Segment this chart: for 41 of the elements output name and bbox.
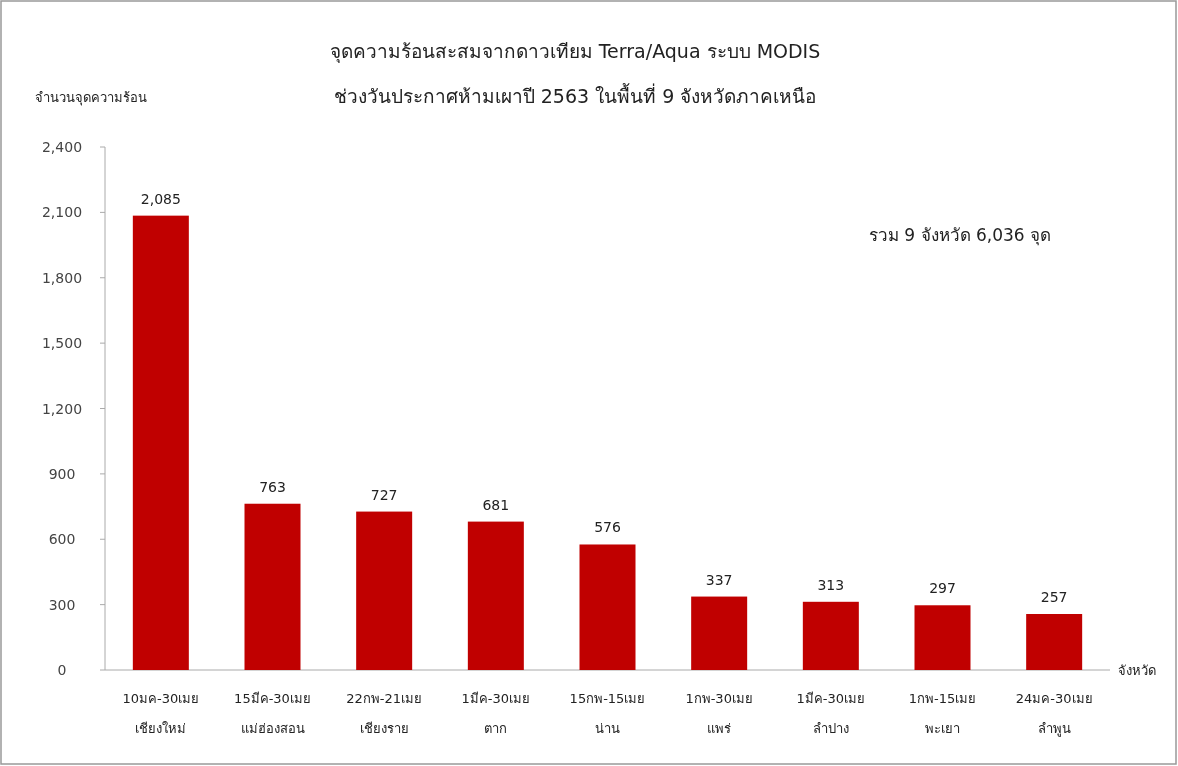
data-label: 727 <box>370 486 398 503</box>
data-label: 257 <box>1040 589 1068 605</box>
y-tick-label: 2,100 <box>41 204 83 221</box>
bar <box>691 596 748 670</box>
x-tick-label: 1กพ-30เมย แพร่ <box>685 691 753 736</box>
x-tick-label: 10มค-30เมย เชียงใหม่ <box>122 691 200 736</box>
data-label: 313 <box>817 576 845 593</box>
x-tick-label: 15กพ-15เมย น่าน <box>569 691 646 736</box>
bar <box>467 521 524 670</box>
y-tick-label: 1,200 <box>41 400 83 417</box>
data-label: 576 <box>594 519 621 536</box>
y-tick-label: 0 <box>57 662 67 678</box>
x-tick-label: 24มค-30เมย ลำพูน <box>1015 691 1093 737</box>
bar <box>914 605 971 670</box>
x-tick-label: 1มีค-30เมย ตาก <box>461 691 531 736</box>
y-tick-label: 600 <box>48 531 76 548</box>
x-tick-label: 1มีค-30เมย ลำปาง <box>796 691 866 736</box>
y-tick-label: 1,500 <box>41 335 83 352</box>
chart-title: จุดความร้อนสะสมจากดาวเทียม Terra/Aqua ระบบ MODIS <box>329 40 821 64</box>
chart-subtitle: ช่วงวันประกาศห้ามเผาปี 2563 ในพื้นที่ 9 จังหวัดภาคเหนือ <box>333 83 817 107</box>
y-axis-title: จำนวนจุดความร้อน <box>35 90 147 106</box>
y-tick-label: 300 <box>48 596 76 613</box>
data-label: 337 <box>705 571 733 588</box>
data-label: 681 <box>482 496 510 513</box>
annotation: รวม 9 จังหวัด 6,036 จุด <box>868 225 1052 246</box>
bar <box>244 503 301 670</box>
data-label: 2,085 <box>140 190 181 207</box>
bar <box>1026 614 1083 670</box>
y-tick-label: 900 <box>48 465 76 482</box>
y-tick-label: 2,400 <box>41 139 83 155</box>
bar <box>356 511 413 670</box>
data-label: 297 <box>929 580 956 597</box>
y-tick-label: 1,800 <box>41 269 83 286</box>
data-label: 763 <box>259 478 286 495</box>
x-tick-label: 15มีค-30เมย แม่ฮ่องสอน <box>234 691 311 736</box>
bar <box>132 215 189 670</box>
x-tick-label: 1กพ-15เมย พะเยา <box>908 691 977 736</box>
x-axis-title: จังหวัด <box>1118 663 1156 678</box>
bar <box>579 544 636 670</box>
x-tick-label: 22กพ-21เมย เชียงราย <box>346 691 423 736</box>
bar <box>802 601 859 670</box>
